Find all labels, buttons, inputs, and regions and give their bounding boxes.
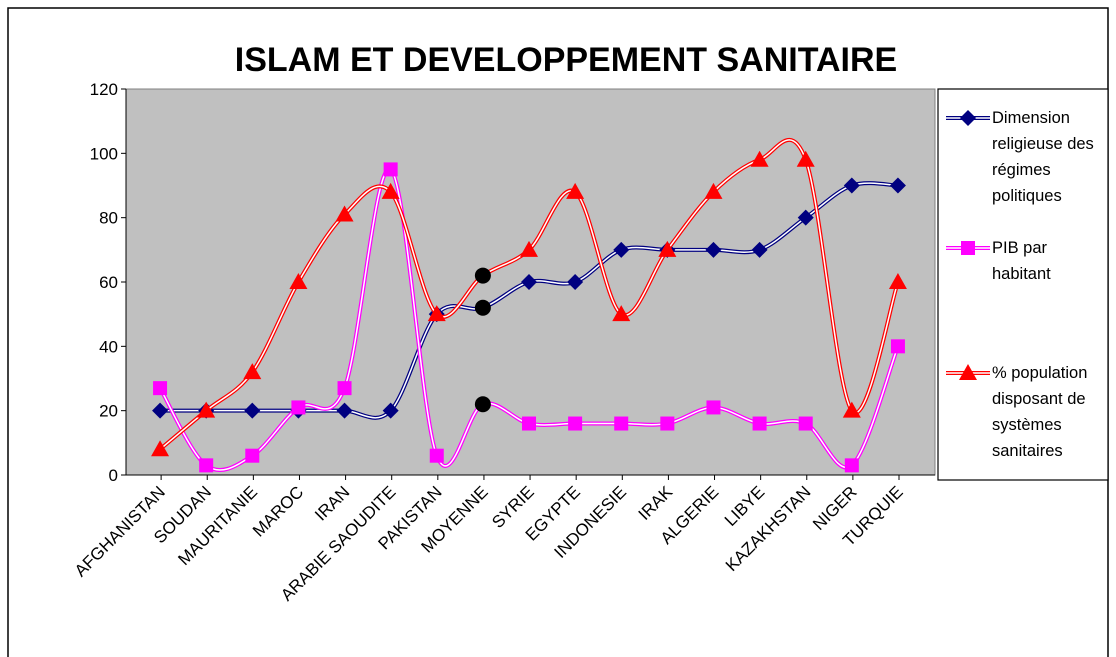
marker xyxy=(244,402,261,419)
marker xyxy=(474,299,491,316)
y-tick-label: 0 xyxy=(109,466,118,485)
marker xyxy=(335,205,354,222)
legend-label: Dimension religieuse des régimes politiq… xyxy=(992,109,1094,205)
marker xyxy=(245,448,260,463)
y-tick-label: 100 xyxy=(90,144,118,163)
marker xyxy=(474,267,491,284)
marker xyxy=(151,440,170,457)
marker xyxy=(291,400,306,415)
marker xyxy=(961,241,975,255)
marker xyxy=(705,241,722,258)
y-tick-label: 60 xyxy=(99,273,118,292)
legend-label: PIB par habitant xyxy=(992,239,1051,283)
marker xyxy=(566,182,585,199)
marker xyxy=(383,162,398,177)
marker xyxy=(796,150,815,167)
marker xyxy=(706,400,721,415)
marker xyxy=(844,458,859,473)
y-tick-label: 120 xyxy=(90,80,118,99)
marker xyxy=(890,339,905,354)
legend-label: % population disposant de systèmes sanit… xyxy=(992,364,1088,460)
x-tick-label: IRAN xyxy=(311,482,353,524)
x-tick-label: KAZAKHSTAN xyxy=(722,482,815,575)
marker xyxy=(152,402,169,419)
marker xyxy=(658,240,677,257)
legend-box xyxy=(937,88,1109,481)
marker xyxy=(843,177,860,194)
marker xyxy=(381,182,400,199)
marker xyxy=(660,416,675,431)
x-tick-label: MAROC xyxy=(249,482,307,540)
marker xyxy=(613,241,630,258)
marker xyxy=(960,110,976,126)
y-tick-label: 20 xyxy=(99,402,118,421)
marker xyxy=(959,364,977,380)
marker xyxy=(474,396,491,413)
marker xyxy=(522,416,536,431)
y-tick-label: 40 xyxy=(99,337,118,356)
marker xyxy=(520,240,538,257)
marker xyxy=(889,177,906,194)
x-tick-label: IRAK xyxy=(635,482,677,524)
marker xyxy=(382,402,399,419)
marker xyxy=(568,416,583,431)
marker xyxy=(752,416,767,431)
marker xyxy=(429,448,444,463)
y-tick-label: 80 xyxy=(99,209,118,228)
marker xyxy=(797,209,814,226)
marker xyxy=(243,363,262,380)
marker xyxy=(427,305,446,322)
marker xyxy=(197,401,216,418)
marker xyxy=(842,401,861,418)
marker xyxy=(704,182,723,199)
marker xyxy=(336,402,353,419)
marker xyxy=(751,241,768,258)
marker xyxy=(798,416,813,431)
marker xyxy=(289,273,308,289)
marker xyxy=(567,274,584,290)
marker xyxy=(614,416,629,431)
marker xyxy=(750,150,769,167)
marker xyxy=(337,381,352,396)
marker xyxy=(888,273,907,289)
marker xyxy=(153,381,168,396)
chart-title: ISLAM ET DEVELOPPEMENT SANITAIRE xyxy=(235,41,897,79)
marker xyxy=(612,305,631,322)
marker xyxy=(199,458,214,473)
marker xyxy=(521,274,537,290)
